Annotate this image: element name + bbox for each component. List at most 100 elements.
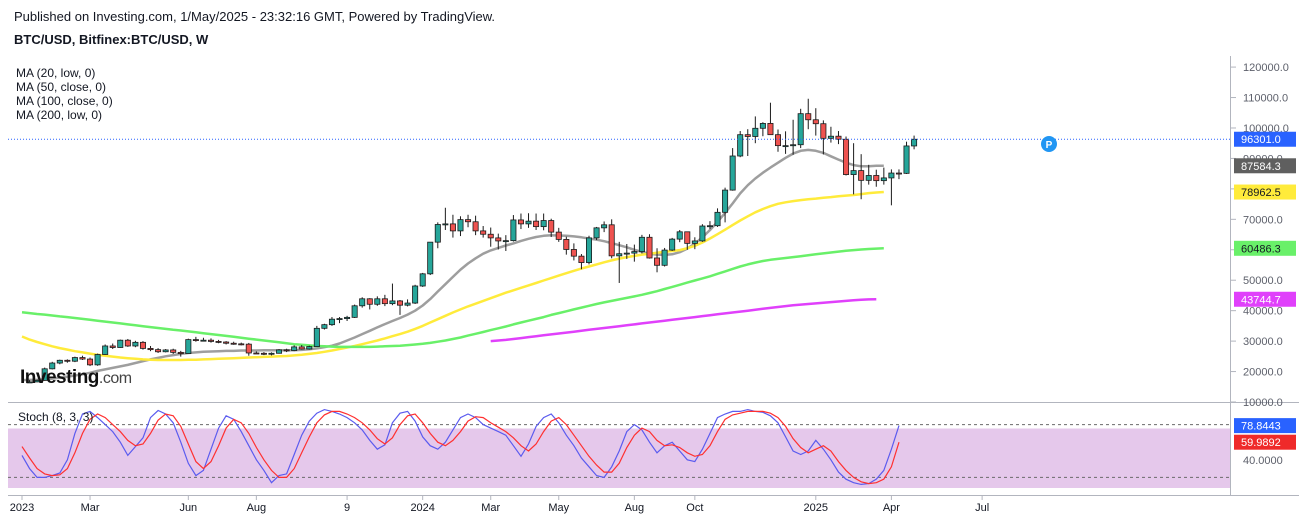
- candle-body: [540, 220, 547, 228]
- candle-body: [147, 348, 154, 351]
- stoch-line: [21, 410, 900, 485]
- price-tick-label: 30000.0: [1243, 336, 1283, 348]
- candle-body: [669, 238, 676, 251]
- symbol-title: BTC/USD, Bitfinex:BTC/USD, W: [14, 32, 209, 47]
- pinned-marker[interactable]: P: [1041, 136, 1057, 152]
- candle-body: [185, 339, 192, 354]
- candle-body: [328, 318, 335, 326]
- time-tick-label: Aug: [625, 502, 645, 514]
- info-marker-icon[interactable]: [1041, 136, 1057, 152]
- candle-body: [888, 172, 895, 179]
- price-tag-label: 43744.7: [1241, 294, 1281, 306]
- candle-body: [419, 273, 426, 287]
- price-tick-label: 40000.0: [1243, 306, 1283, 318]
- stoch-title: Stoch (8, 3, 3): [18, 410, 94, 424]
- price-tick-label: 50000.0: [1243, 275, 1283, 287]
- candle-body: [729, 155, 736, 191]
- candle-body: [87, 358, 94, 366]
- candle-body: [94, 354, 101, 366]
- ma-legend-item: MA (200, low, 0): [16, 108, 103, 122]
- time-tick-label: Jul: [975, 502, 989, 514]
- candle-body: [812, 119, 819, 125]
- candle-body: [895, 172, 902, 175]
- candle-body: [306, 346, 313, 350]
- candle-body: [502, 240, 509, 243]
- stoch-band: [8, 428, 1230, 488]
- candle-body: [207, 339, 214, 342]
- candle-body: [344, 316, 351, 319]
- price-tag-bg: [1234, 131, 1296, 147]
- candle-body: [313, 327, 320, 347]
- candle-body: [283, 349, 290, 352]
- candle-body: [404, 302, 411, 306]
- price-tag-label: 78.8443: [1241, 421, 1281, 433]
- candle-body: [797, 113, 804, 146]
- price-tag-label: 78962.5: [1241, 187, 1281, 199]
- candle-body: [835, 135, 842, 140]
- candle-body: [177, 351, 184, 354]
- candle-body: [880, 177, 887, 182]
- price-tag-label: 96301.0: [1241, 134, 1281, 146]
- candle-body: [608, 224, 615, 257]
- candle-body: [661, 249, 668, 266]
- candle-body: [775, 134, 782, 147]
- stoch-lines: [21, 408, 900, 486]
- candle-body: [162, 349, 169, 353]
- price-tick-label: 120000.0: [1243, 62, 1289, 74]
- candle-body: [298, 346, 305, 350]
- candle-body: [336, 318, 343, 320]
- candle-body: [638, 236, 645, 252]
- candle-body: [351, 305, 358, 318]
- candle-body: [71, 357, 78, 362]
- candle-body: [767, 123, 774, 136]
- candle-body: [155, 349, 162, 353]
- candle-body: [759, 123, 766, 129]
- candle-body: [873, 175, 880, 182]
- candle-body: [230, 342, 237, 345]
- candle-body: [139, 341, 146, 349]
- candle-body: [238, 343, 245, 346]
- candle-body: [109, 345, 116, 348]
- candle-body: [487, 233, 494, 239]
- time-tick-label: May: [548, 502, 569, 514]
- candle-body: [843, 138, 850, 175]
- candle-body: [850, 170, 857, 175]
- candle-body: [593, 227, 600, 239]
- candle-body: [533, 220, 540, 228]
- price-tag-label: 59.9892: [1241, 437, 1281, 449]
- candle-body: [434, 224, 441, 243]
- ma-legend-item: MA (50, close, 0): [16, 80, 107, 94]
- moving-average-lines: [21, 148, 884, 382]
- price-tag-bg: [1234, 158, 1296, 174]
- candle-body: [586, 237, 593, 263]
- stoch-tick-label: 40.0000: [1243, 455, 1283, 467]
- candle-body: [472, 221, 479, 232]
- candle-body: [525, 220, 532, 225]
- candle-body: [268, 352, 275, 355]
- candle-body: [570, 249, 577, 257]
- info-marker-glyph: P: [1046, 140, 1053, 151]
- time-tick-label: Oct: [686, 502, 703, 514]
- candle-body: [26, 381, 33, 384]
- price-tick-label: 10000.0: [1243, 397, 1283, 409]
- candle-body: [744, 134, 751, 137]
- time-tick-label: Apr: [883, 502, 900, 514]
- candle-body: [517, 219, 524, 225]
- time-tick-label: Mar: [81, 502, 100, 514]
- ma-line: [21, 247, 884, 349]
- candle-body: [601, 224, 608, 229]
- time-tick-label: Jun: [179, 502, 197, 514]
- published-caption: Published on Investing.com, 1/May/2025 -…: [14, 9, 496, 24]
- candle-body: [623, 252, 630, 255]
- price-tick-label: 110000.0: [1243, 93, 1288, 105]
- candle-body: [616, 253, 623, 257]
- price-tag-bg: [1234, 184, 1296, 200]
- candle-body: [782, 145, 789, 148]
- candle-body: [223, 341, 230, 344]
- candle-body: [676, 231, 683, 240]
- time-tick-label: Aug: [247, 502, 267, 514]
- candle-body: [699, 225, 706, 242]
- candle-body: [41, 368, 48, 381]
- candle-body: [396, 300, 403, 306]
